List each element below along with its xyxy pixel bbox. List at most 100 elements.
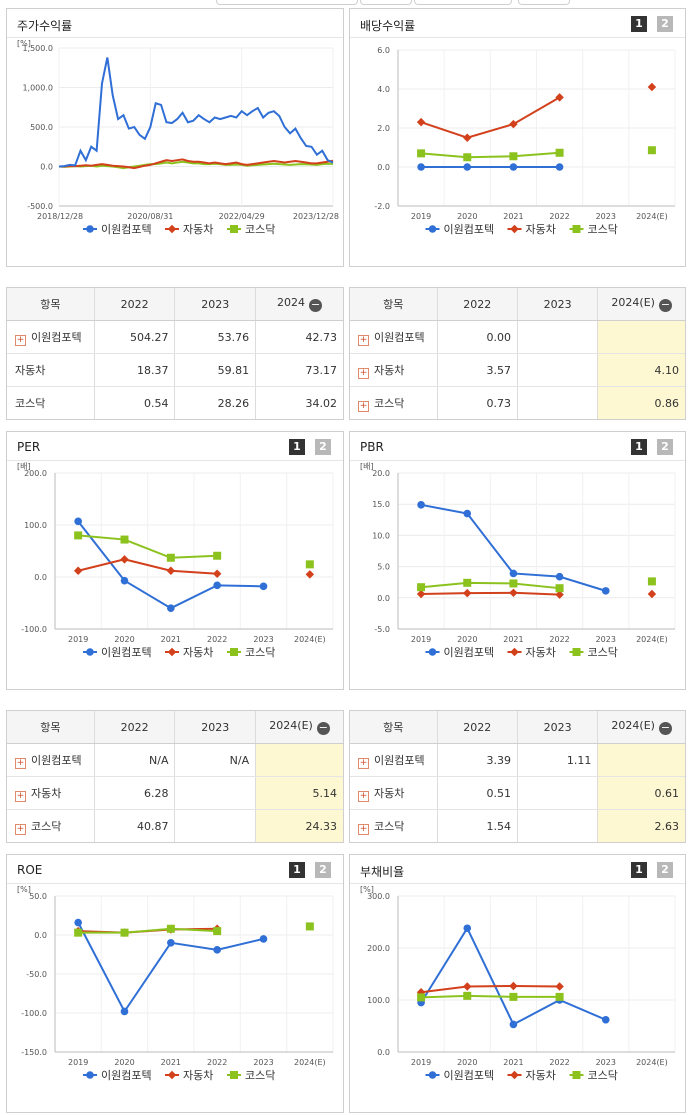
page-2-button[interactable]: 2 bbox=[657, 16, 673, 32]
page-1-button[interactable]: 1 bbox=[631, 862, 647, 878]
expand-plus-icon[interactable]: + bbox=[358, 823, 369, 835]
table-cell: 3.39 bbox=[436, 743, 518, 777]
data-point bbox=[74, 517, 82, 526]
page-1-button[interactable]: 1 bbox=[631, 439, 647, 455]
table-cell: 3.57 bbox=[436, 353, 518, 387]
y-tick-label: 100.0 bbox=[24, 521, 47, 530]
data-point bbox=[555, 572, 564, 581]
top-control-4[interactable] bbox=[518, 0, 570, 5]
expand-plus-icon[interactable]: + bbox=[15, 823, 26, 835]
table-cell: 5.14 bbox=[255, 776, 343, 810]
collapse-minus-icon[interactable]: − bbox=[658, 298, 672, 312]
table-cell: 1.11 bbox=[516, 743, 598, 777]
data-point bbox=[428, 1071, 437, 1079]
x-tick-label: 2022 bbox=[207, 1058, 227, 1067]
series-line bbox=[58, 57, 334, 168]
row-label: + 이원컴포텍 bbox=[7, 320, 95, 354]
data-point bbox=[230, 1071, 238, 1079]
data-point bbox=[86, 1071, 94, 1079]
data-point bbox=[509, 588, 518, 598]
collapse-minus-icon[interactable]: − bbox=[658, 721, 672, 735]
y-unit-label: [%] bbox=[360, 885, 374, 894]
expand-plus-icon[interactable]: + bbox=[358, 334, 369, 346]
panel-title: PBR bbox=[360, 440, 384, 454]
data-point bbox=[120, 576, 129, 585]
series-line bbox=[78, 534, 218, 559]
y-tick-label: 500.0 bbox=[30, 123, 53, 132]
top-control-2[interactable] bbox=[360, 0, 412, 5]
series-line bbox=[77, 558, 218, 575]
table-cell: 28.26 bbox=[174, 386, 256, 419]
expand-plus-icon[interactable]: + bbox=[15, 334, 26, 346]
x-tick-label: 2021 bbox=[503, 1058, 523, 1067]
page-2-button[interactable]: 2 bbox=[657, 862, 673, 878]
table-cell bbox=[597, 743, 685, 777]
column-header: 2023 bbox=[174, 711, 256, 744]
row-label: + 코스닥 bbox=[358, 396, 405, 412]
data-point bbox=[230, 225, 238, 233]
x-tick-label: 2023 bbox=[596, 635, 616, 644]
data-point bbox=[509, 992, 518, 1001]
data-point bbox=[120, 555, 129, 564]
data-point bbox=[555, 992, 564, 1001]
table-row: + 자동차 0.51 0.61 bbox=[350, 776, 685, 810]
column-header: 2024(E) − bbox=[597, 288, 685, 321]
data-point bbox=[647, 589, 657, 599]
collapse-minus-icon[interactable]: − bbox=[309, 298, 323, 312]
top-control-1[interactable] bbox=[216, 0, 358, 5]
table-cell: 504.27 bbox=[93, 320, 175, 354]
expand-plus-icon[interactable]: + bbox=[358, 790, 369, 802]
data-point bbox=[463, 578, 472, 587]
data-point bbox=[167, 1070, 177, 1080]
expand-plus-icon[interactable]: + bbox=[358, 400, 369, 412]
expand-plus-icon[interactable]: + bbox=[15, 790, 26, 802]
table-cell: 4.10 bbox=[597, 353, 685, 387]
legend-label: 코스닥 bbox=[588, 1069, 618, 1082]
x-tick-label: 2021 bbox=[161, 635, 181, 644]
legend-label: 코스닥 bbox=[245, 223, 275, 236]
legend-label: 자동차 bbox=[183, 223, 213, 236]
column-header: 2022 bbox=[436, 288, 518, 321]
table-cell: 53.76 bbox=[174, 320, 256, 354]
panel-title: 주가수익률 bbox=[17, 19, 73, 33]
data-point bbox=[572, 648, 581, 656]
collapse-minus-icon[interactable]: − bbox=[316, 721, 330, 735]
legend-label: 이원컴포텍 bbox=[101, 646, 152, 659]
table-row: + 이원컴포텍 N/A N/A bbox=[7, 743, 343, 777]
table-cell bbox=[174, 776, 256, 810]
data-point bbox=[417, 993, 426, 1002]
column-header: 2023 bbox=[174, 288, 256, 321]
x-tick-label: 2020 bbox=[457, 212, 477, 221]
panel-header: 주가수익률 bbox=[7, 9, 343, 38]
row-label: 코스닥 bbox=[15, 397, 46, 410]
row-label: + 이원컴포텍 bbox=[7, 743, 95, 777]
dividend-panel: 배당수익률 1 2 6.0 4.0 2.0 0.0 -2.0 2019 2020 2021 20… bbox=[349, 8, 686, 267]
x-tick-label: 2022 bbox=[549, 1058, 569, 1067]
page-2-button[interactable]: 2 bbox=[315, 862, 331, 878]
expand-plus-icon[interactable]: + bbox=[15, 757, 26, 769]
table-cell bbox=[516, 809, 598, 842]
roe-chart: [%]50.0 0.0 -50.0 -100.0 -150.0 2019 2020 2021 2… bbox=[17, 885, 334, 1082]
expand-plus-icon[interactable]: + bbox=[358, 757, 369, 769]
series-line bbox=[420, 503, 607, 592]
top-control-3[interactable] bbox=[414, 0, 512, 5]
expand-plus-icon[interactable]: + bbox=[358, 367, 369, 379]
table-header-row: 항목 2022 2023 2024− bbox=[7, 288, 343, 321]
data-point bbox=[259, 935, 268, 943]
data-point bbox=[463, 991, 472, 1000]
legend-label: 자동차 bbox=[183, 1069, 213, 1082]
series-line bbox=[59, 158, 334, 170]
page-2-button[interactable]: 2 bbox=[657, 439, 673, 455]
page-1-button[interactable]: 1 bbox=[631, 16, 647, 32]
data-point bbox=[428, 648, 437, 656]
page-1-button[interactable]: 1 bbox=[289, 862, 305, 878]
legend-label: 이원컴포텍 bbox=[444, 1069, 495, 1082]
page-2-button[interactable]: 2 bbox=[315, 439, 331, 455]
x-tick-label: 2018/12/28 bbox=[37, 212, 83, 221]
y-tick-label: 1,000.0 bbox=[22, 84, 53, 93]
column-header: 2022 bbox=[436, 711, 518, 744]
y-tick-label: 0.0 bbox=[377, 1048, 390, 1057]
data-point bbox=[601, 587, 610, 595]
page-1-button[interactable]: 1 bbox=[289, 439, 305, 455]
table-cell bbox=[516, 353, 598, 387]
